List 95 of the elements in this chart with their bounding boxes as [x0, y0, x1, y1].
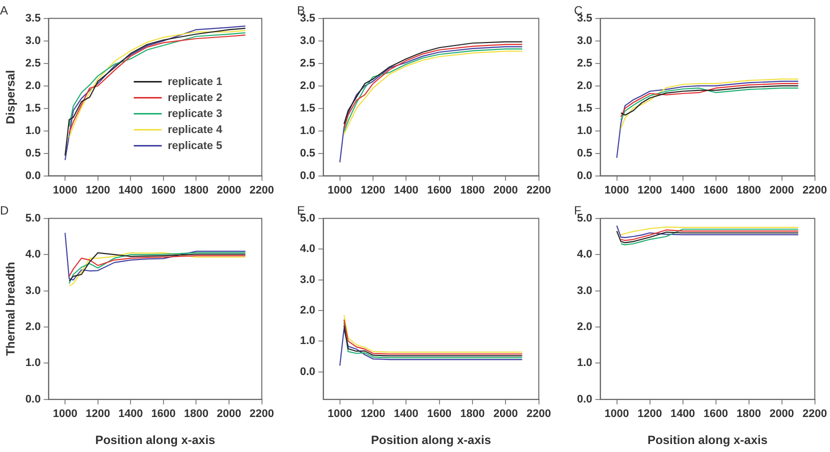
x-tick-label: 2200	[250, 408, 274, 420]
x-tick-label: 2000	[216, 184, 242, 196]
y-tick-label: 3.0	[300, 34, 316, 47]
y-axis-title: Thermal breadth	[4, 262, 18, 356]
y-tick-label: 5.0	[576, 212, 592, 224]
y-tick-label: 4.0	[576, 248, 592, 261]
x-tick-label: 1800	[460, 184, 485, 196]
y-tick-label: 2.5	[25, 57, 41, 70]
x-tick-label: 1200	[86, 408, 110, 420]
y-tick-label: 0.0	[300, 170, 316, 182]
x-tick-label: 1000	[604, 184, 630, 196]
y-tick-label: 3.0	[25, 284, 41, 297]
y-tick-label: 3.0	[576, 284, 592, 297]
x-tick-label: 1000	[328, 408, 352, 420]
x-tick-label: 2200	[526, 184, 552, 196]
y-tick-label: 3.0	[25, 34, 41, 47]
y-tick-label: 0.0	[576, 393, 592, 406]
x-tick-label: 1000	[328, 184, 352, 196]
legend-label: replicate 5	[168, 140, 222, 152]
y-tick-label: 1.5	[25, 102, 41, 114]
y-tick-label: 1.0	[300, 335, 316, 348]
y-tick-label: 2.5	[576, 57, 592, 70]
y-tick-label: 2.0	[25, 321, 41, 334]
y-tick-label: 1.0	[25, 357, 41, 370]
chart-title: D	[0, 204, 9, 218]
y-tick-label: 0.0	[25, 170, 41, 182]
x-tick-label: 2200	[526, 408, 552, 420]
x-tick-label: 1600	[704, 184, 728, 196]
x-tick-label: 1800	[184, 408, 208, 420]
x-tick-label: 2200	[802, 408, 828, 420]
y-tick-label: 2.0	[300, 80, 316, 92]
legend-label: replicate 4	[168, 124, 224, 136]
y-tick-label: 2.0	[576, 80, 592, 92]
x-tick-label: 1000	[52, 408, 78, 420]
x-tick-label: 1600	[427, 184, 452, 196]
x-tick-label: 1200	[86, 184, 110, 196]
chart-title: A	[0, 4, 8, 18]
y-tick-label: 5.0	[25, 212, 41, 224]
y-tick-label: 3.5	[300, 12, 316, 24]
x-tick-label: 1800	[736, 408, 762, 420]
x-tick-label: 1000	[52, 184, 78, 196]
y-tick-label: 4.0	[300, 243, 316, 256]
x-tick-label: 2000	[216, 408, 242, 420]
x-axis-title: Position along x-axis	[95, 433, 216, 448]
x-tick-label: 1200	[360, 408, 386, 420]
y-tick-label: 0.0	[25, 393, 41, 406]
y-tick-label: 4.0	[25, 248, 41, 261]
x-axis-title: Position along x-axis	[371, 433, 492, 448]
x-tick-label: 1400	[670, 184, 696, 196]
y-tick-label: 1.0	[25, 124, 41, 137]
y-tick-label: 1.0	[300, 124, 316, 137]
y-tick-label: 0.5	[300, 147, 316, 160]
x-tick-label: 1800	[460, 408, 485, 420]
x-tick-label: 1600	[151, 408, 176, 420]
x-tick-label: 1600	[427, 408, 452, 420]
x-tick-label: 2000	[770, 184, 794, 196]
y-tick-label: 5.0	[300, 212, 316, 224]
x-tick-label: 2000	[493, 408, 518, 420]
y-tick-label: 1.0	[576, 124, 592, 137]
y-tick-label: 3.0	[576, 34, 592, 47]
y-tick-label: 0.5	[25, 147, 41, 160]
y-tick-label: 3.0	[300, 274, 316, 286]
legend-label: replicate 2	[168, 92, 222, 104]
y-tick-label: 2.0	[576, 321, 592, 334]
x-tick-label: 1400	[670, 408, 696, 420]
y-tick-label: 0.5	[576, 147, 592, 160]
x-tick-label: 1400	[118, 408, 143, 420]
y-tick-label: 2.0	[300, 304, 316, 316]
x-tick-label: 1800	[736, 184, 762, 196]
x-tick-label: 1200	[638, 184, 662, 196]
y-tick-label: 2.5	[300, 57, 316, 70]
x-tick-label: 1600	[151, 184, 176, 196]
x-tick-label: 1400	[394, 184, 418, 196]
x-tick-label: 2200	[802, 184, 828, 196]
x-axis-title: Position along x-axis	[648, 433, 768, 448]
x-tick-label: 1000	[604, 408, 630, 420]
x-tick-label: 1400	[394, 408, 418, 420]
x-tick-label: 2200	[250, 184, 274, 196]
y-tick-label: 0.0	[300, 366, 316, 378]
y-axis-title: Dispersal	[4, 70, 18, 124]
x-tick-label: 1800	[184, 184, 208, 196]
x-tick-label: 1200	[638, 408, 662, 420]
x-tick-label: 2000	[493, 184, 518, 196]
y-tick-label: 1.5	[300, 102, 316, 114]
x-tick-label: 2000	[770, 408, 794, 420]
legend-label: replicate 1	[168, 76, 222, 88]
x-tick-label: 1400	[118, 184, 143, 196]
x-tick-label: 1600	[704, 408, 728, 420]
x-tick-label: 1200	[360, 184, 386, 196]
y-tick-label: 1.5	[576, 102, 592, 114]
y-tick-label: 0.0	[576, 170, 592, 182]
legend-label: replicate 3	[168, 108, 222, 120]
y-tick-label: 3.5	[25, 12, 41, 24]
y-tick-label: 2.0	[25, 80, 41, 92]
y-tick-label: 1.0	[576, 357, 592, 370]
